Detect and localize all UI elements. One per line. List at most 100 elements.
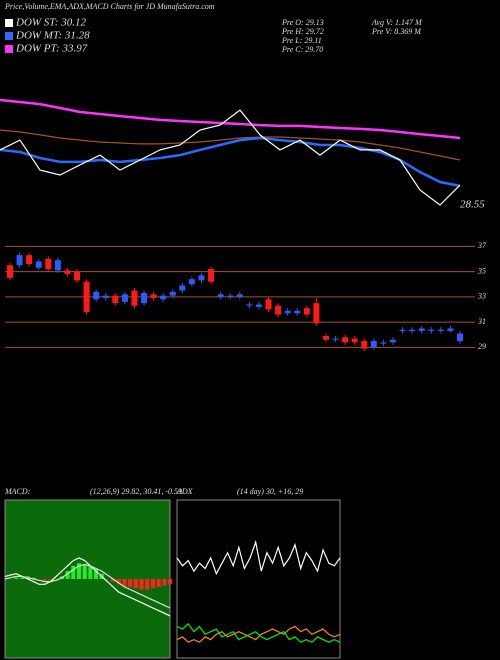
series-line [4, 563, 171, 609]
candle-body [102, 295, 109, 299]
candle-body [428, 329, 435, 331]
candle-body [246, 304, 253, 306]
candle-body [370, 341, 377, 348]
candle-body [236, 294, 243, 297]
legend-swatch [5, 45, 13, 53]
candle-body [141, 293, 148, 304]
candle-body [16, 255, 23, 266]
candle-body [26, 255, 33, 264]
histogram-bar [156, 579, 161, 587]
candle-body [131, 290, 138, 306]
candle-body [255, 304, 262, 307]
candle-body [188, 279, 195, 285]
candle-body [447, 328, 454, 331]
candle-body [265, 299, 272, 310]
legend-swatch [5, 19, 13, 27]
candle-body [112, 295, 119, 304]
legend-label: DOW PT: 33.97 [15, 43, 88, 55]
legend-label: DOW MT: 31.28 [15, 30, 90, 42]
panel-title: MACD: [4, 487, 31, 496]
histogram-bar [162, 579, 167, 586]
histogram-bar [150, 579, 155, 589]
candle-body [217, 294, 224, 297]
histogram-bar [76, 563, 81, 579]
candle-body [54, 260, 61, 271]
stat: Pre L: 29.11 [281, 36, 322, 45]
series-line [176, 625, 341, 643]
candle-body [150, 294, 157, 299]
histogram-bar [71, 565, 76, 579]
candle-body [399, 329, 406, 331]
series-line [176, 539, 341, 576]
candle-body [74, 271, 81, 281]
candle-body [418, 328, 425, 331]
y-tick-label: 33 [477, 292, 486, 301]
panel-title: ADX [176, 487, 194, 496]
candle-body [313, 303, 320, 324]
y-tick-label: 31 [477, 317, 486, 326]
histogram-bar [128, 579, 133, 587]
candle-body [457, 333, 463, 342]
panel-subtitle: (12,26,9) 29.82, 30.41, -0.59 [90, 487, 182, 496]
candle-body [332, 338, 339, 340]
candle-body [284, 310, 291, 314]
candle-body [437, 329, 444, 331]
histogram-bar [111, 579, 116, 582]
y-tick-label: 29 [478, 342, 486, 351]
histogram-bar [31, 577, 36, 579]
histogram-bar [133, 579, 138, 589]
page-title: Price,Volume,EMA,ADX,MACD Charts for JD … [4, 2, 215, 11]
histogram-bar [42, 579, 47, 581]
candle-body [322, 336, 329, 340]
legend-label: DOW ST: 30.12 [15, 17, 86, 29]
candle-body [45, 258, 52, 270]
histogram-bar [88, 565, 93, 579]
candle-body [303, 308, 310, 315]
stat: Pre H: 29.72 [281, 27, 324, 36]
y-tick-label: 37 [477, 241, 487, 250]
series-line [0, 136, 461, 188]
histogram-bar [168, 579, 172, 585]
series-line [4, 557, 171, 617]
candle-body [198, 275, 205, 281]
annotation: 28.55 [460, 199, 485, 211]
series-line [176, 622, 341, 643]
legend-swatch [5, 32, 13, 40]
histogram-bar [145, 579, 150, 590]
stat: Pre O: 29.13 [281, 18, 324, 27]
panel-subtitle: (14 day) 30, +16, 29 [237, 487, 303, 496]
candle-body [294, 310, 301, 314]
stat: Pre C: 29.70 [281, 45, 323, 54]
histogram-bar [14, 577, 19, 579]
histogram-bar [94, 568, 99, 579]
candle-body [409, 329, 416, 331]
candle-body [361, 341, 368, 349]
series-line [0, 129, 461, 161]
candle-body [160, 295, 167, 300]
series-line [0, 109, 461, 206]
histogram-bar [82, 564, 87, 579]
panel [176, 499, 341, 659]
candle-body [93, 291, 100, 300]
candle-body [275, 305, 282, 315]
candle-body [83, 281, 90, 312]
histogram-bar [20, 577, 25, 579]
histogram-bar [48, 579, 53, 581]
histogram-bar [122, 579, 127, 587]
candle-body [121, 294, 128, 302]
candle-body [7, 265, 13, 278]
stat: Pre V: 8.369 M [371, 27, 422, 36]
candle-body [342, 337, 349, 343]
candle-body [169, 291, 176, 296]
candle-body [227, 295, 234, 297]
histogram-bar [139, 579, 144, 590]
candle-body [351, 338, 358, 343]
candle-body [208, 269, 215, 282]
histogram-bar [116, 579, 121, 585]
candle-body [179, 285, 186, 291]
candle-body [35, 261, 42, 268]
histogram-bar [65, 571, 70, 579]
candle-body [389, 339, 396, 343]
candle-body [380, 342, 387, 344]
